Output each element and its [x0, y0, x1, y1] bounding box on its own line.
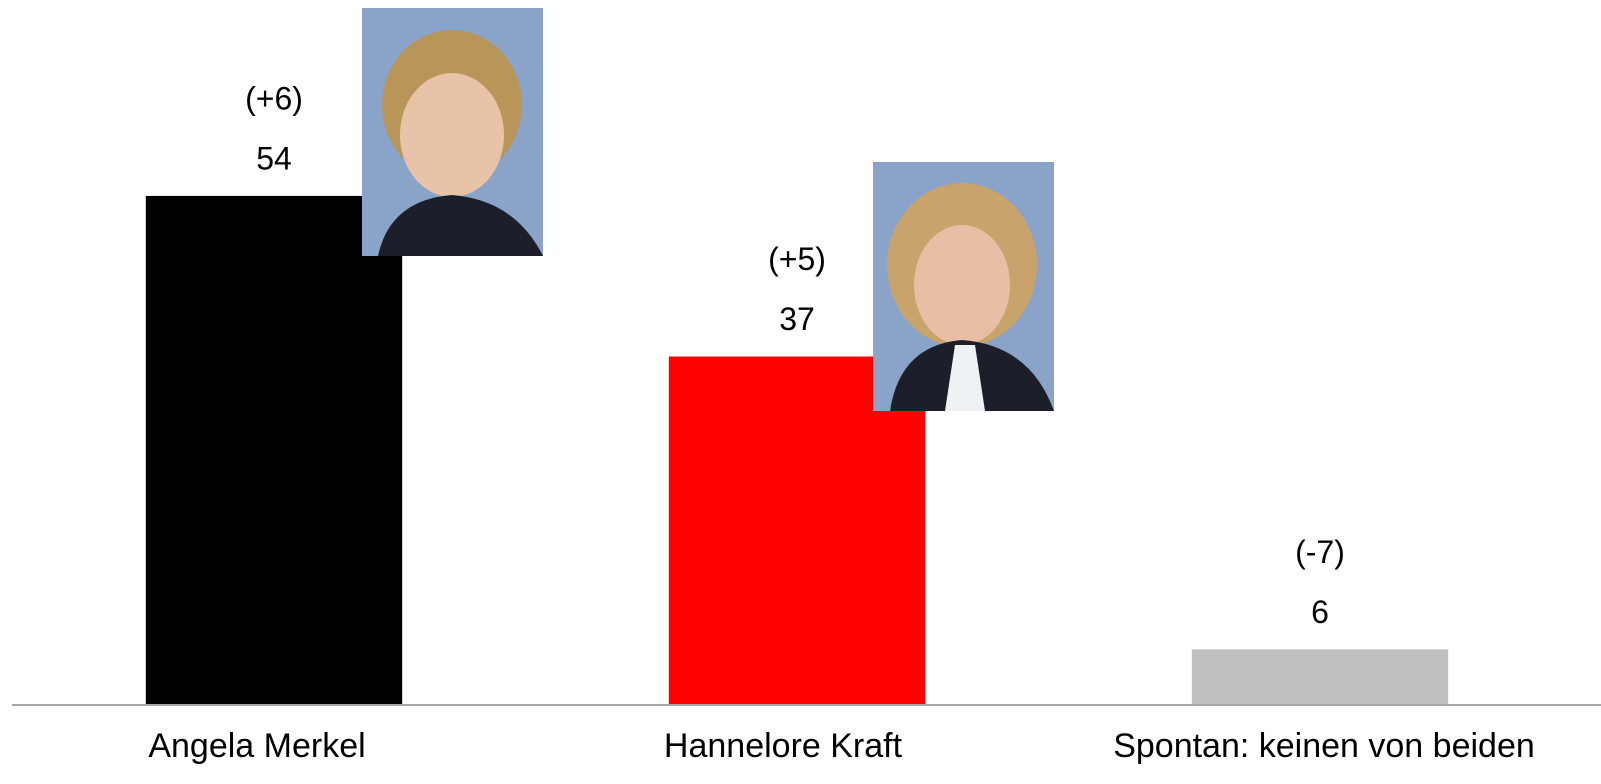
x-tick-label: Angela Merkel	[148, 727, 365, 765]
x-tick-label: Hannelore Kraft	[664, 727, 903, 765]
photo-merkel	[362, 8, 543, 256]
change-label: (+5)	[768, 241, 826, 277]
bar	[666, 354, 928, 706]
bar	[1189, 647, 1451, 707]
change-label: (+6)	[245, 80, 303, 116]
value-label: 37	[779, 301, 815, 337]
value-label: 6	[1311, 594, 1329, 630]
value-label: 54	[256, 140, 292, 176]
bar	[143, 193, 405, 706]
photo-kraft	[873, 162, 1054, 411]
x-tick-label: Spontan: keinen von beiden	[1113, 727, 1535, 765]
change-label: (-7)	[1295, 534, 1345, 570]
